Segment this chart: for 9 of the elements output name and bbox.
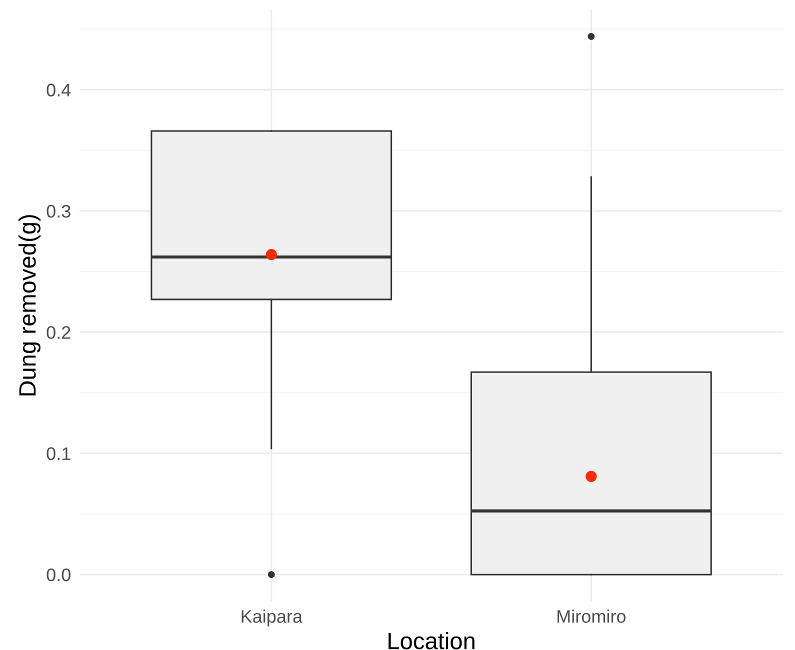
y-tick-label: 0.1 [46,447,70,460]
y-tick-label: 0.3 [46,204,70,218]
x-axis-title: Location [388,632,474,650]
y-tick-label: 0.0 [46,568,70,582]
x-tick-label: Miromiro [558,610,626,623]
x-tick-label: Kaipara [242,610,302,626]
y-tick-label: 0.4 [46,84,71,96]
y-axis-title: Dung removed(g) [18,215,41,396]
y-tick-label: 0.2 [46,326,70,339]
